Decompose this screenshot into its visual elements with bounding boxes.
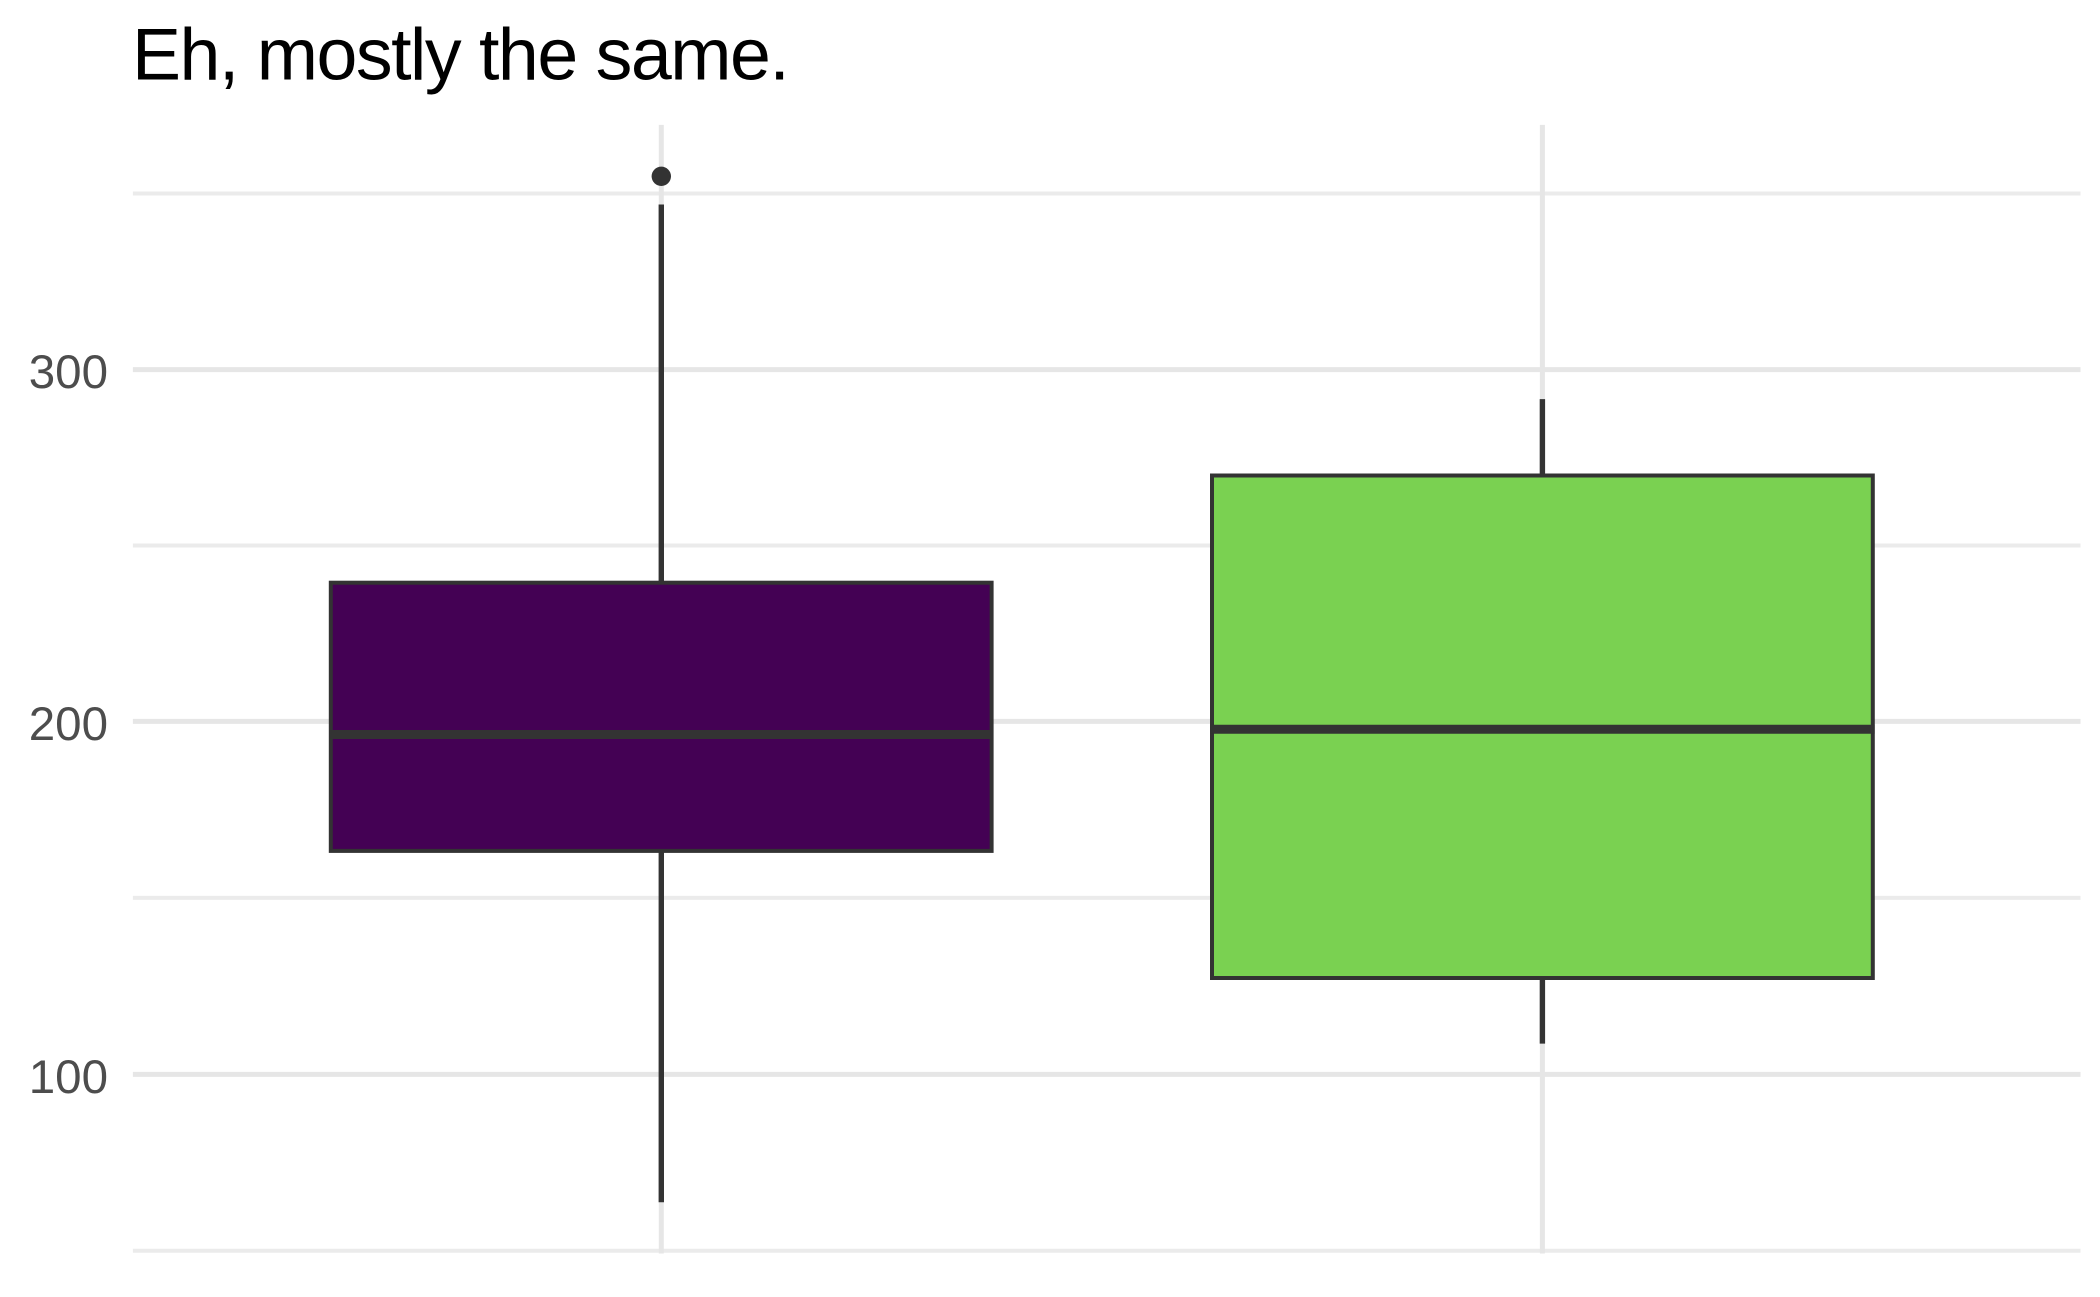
svg-text:300: 300 — [29, 346, 108, 399]
svg-text:200: 200 — [29, 698, 108, 751]
svg-text:100: 100 — [29, 1051, 108, 1104]
svg-text:Eh, mostly the same.: Eh, mostly the same. — [132, 13, 788, 96]
